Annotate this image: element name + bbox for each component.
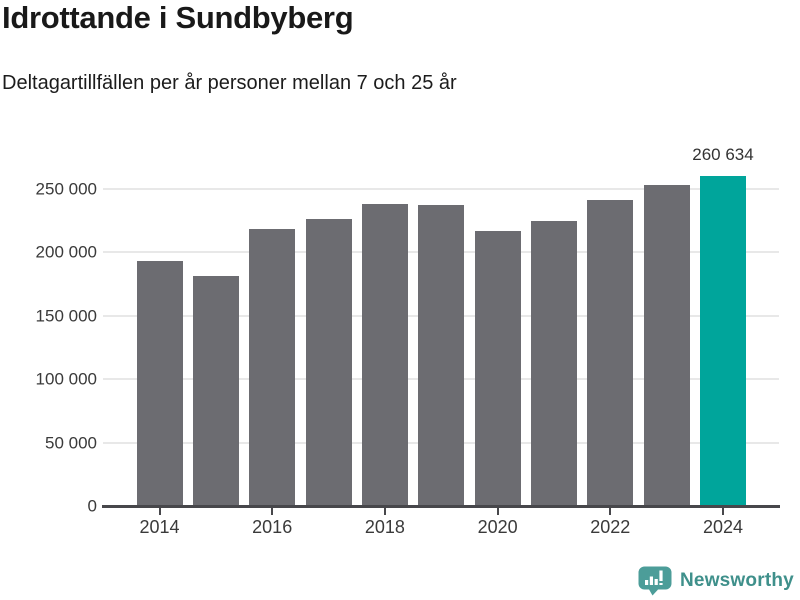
bar-2023 — [643, 184, 690, 506]
bar-2022 — [587, 199, 634, 506]
brand-footer: Newsworthy — [638, 566, 794, 596]
x-axis-tick-label: 2016 — [252, 517, 293, 537]
y-axis-tick-label: 150 000 — [35, 306, 97, 326]
y-axis-tick-label: 50 000 — [45, 433, 97, 453]
x-axis-tick-label: 2022 — [590, 517, 631, 537]
chart-subtitle: Deltagartillfällen per år personer mella… — [2, 72, 457, 94]
x-axis-tick-label: 2014 — [139, 517, 180, 537]
x-axis-tick — [496, 508, 499, 515]
y-axis-tick-label: 100 000 — [35, 369, 97, 389]
y-axis-tick-label: 0 — [87, 496, 97, 516]
x-axis-tick — [158, 508, 161, 515]
x-axis-tick-label: 2024 — [702, 517, 744, 537]
bar-2015 — [192, 275, 239, 506]
x-axis-tick — [609, 508, 612, 515]
bar-2021 — [530, 221, 577, 506]
x-axis-tick — [383, 508, 386, 515]
brand-name: Newsworthy — [680, 570, 794, 591]
x-axis-line — [102, 505, 780, 508]
bar-2016 — [249, 228, 296, 506]
x-axis-tick-label: 2018 — [364, 517, 405, 537]
mini-bar-chart-glyph — [645, 570, 663, 585]
x-axis-tick — [271, 508, 274, 515]
bar-2020 — [474, 230, 521, 506]
y-axis-tick-label: 200 000 — [35, 242, 97, 262]
chart-title: Idrottande i Sundbyberg — [2, 0, 354, 35]
bar-2018 — [361, 204, 408, 506]
bar-2017 — [305, 218, 352, 506]
gridline — [103, 188, 779, 190]
y-axis-tick-label: 250 000 — [35, 179, 97, 199]
highlight-value-annotation: 260 634 — [692, 145, 754, 164]
x-axis-tick — [722, 508, 724, 515]
newsworthy-logo-icon — [638, 566, 672, 596]
bar-2024 — [700, 175, 746, 506]
bar-2019 — [418, 205, 465, 506]
x-axis-tick-label: 2020 — [477, 517, 518, 537]
bar-2014 — [136, 260, 183, 506]
